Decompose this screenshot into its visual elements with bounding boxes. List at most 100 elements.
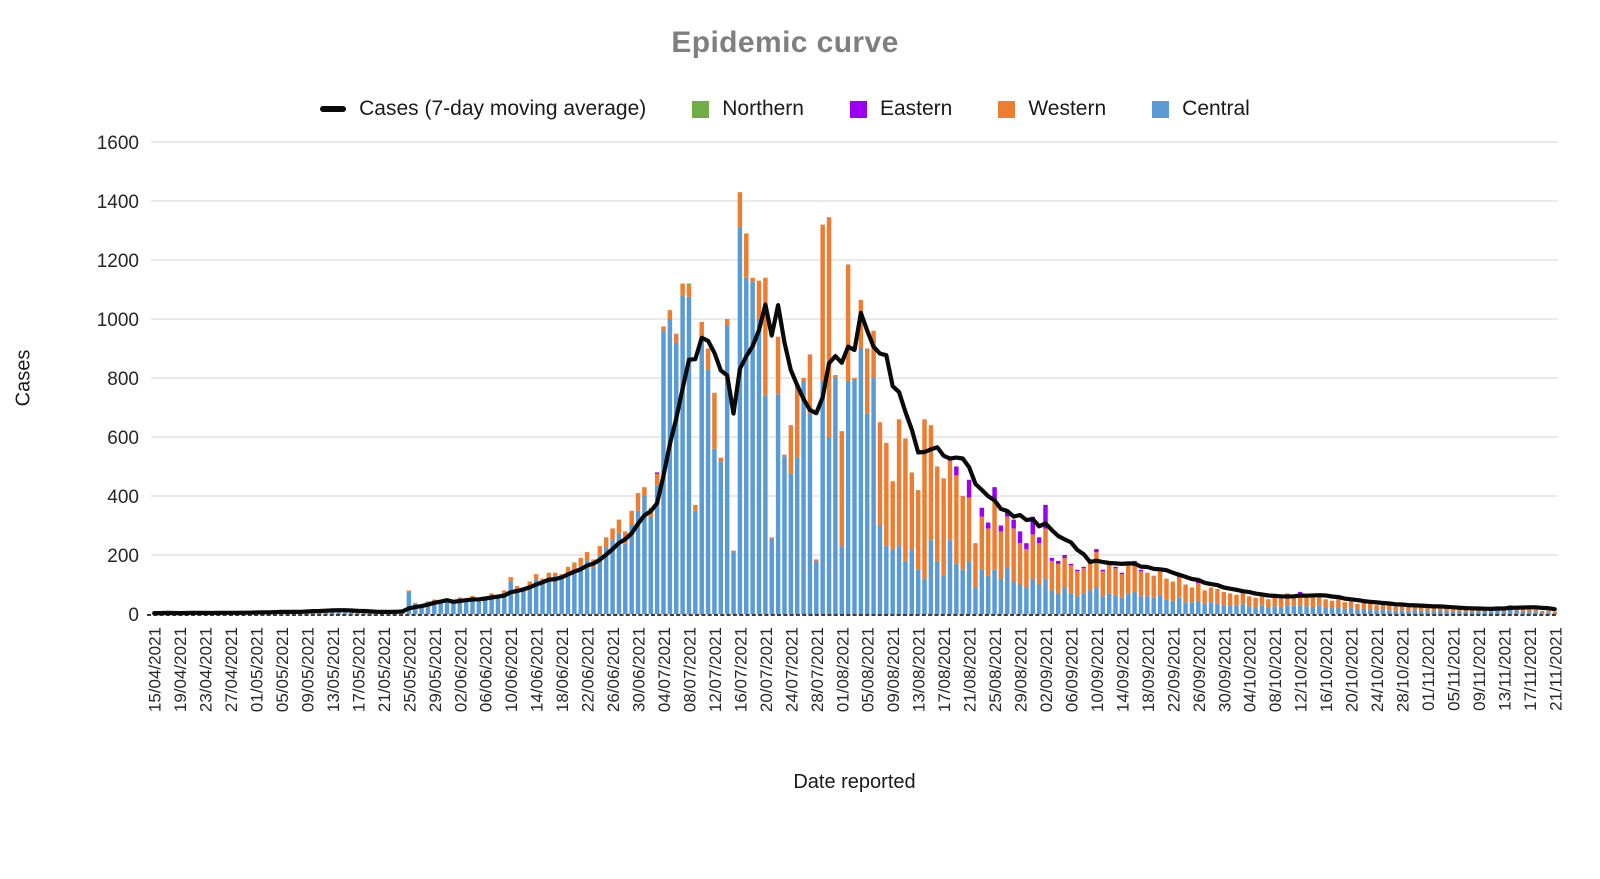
bar-central	[1336, 607, 1341, 614]
bar-central	[1170, 600, 1176, 614]
x-tick-label: 28/07/2021	[808, 627, 827, 712]
bar-western	[1011, 528, 1016, 582]
bar-western	[1005, 516, 1010, 567]
bar-western	[1100, 571, 1106, 597]
y-tick-label: 1000	[97, 310, 139, 331]
bar-central	[559, 579, 564, 614]
bar-central	[1196, 600, 1201, 614]
bar-central	[342, 611, 348, 614]
legend-item-western: Western	[998, 97, 1106, 121]
x-tick-label: 06/06/2021	[477, 627, 496, 712]
bar-western	[1546, 610, 1551, 613]
bar-central	[425, 602, 431, 614]
bar-central	[553, 575, 558, 614]
bar-central	[1412, 610, 1417, 614]
legend-swatch-eastern-icon	[849, 100, 867, 118]
bar-western	[1151, 575, 1156, 598]
bar-western	[1062, 557, 1067, 588]
x-tick-label: 01/11/2021	[1419, 627, 1438, 711]
bar-western	[1387, 605, 1392, 611]
bar-western	[661, 326, 666, 331]
bar-central	[699, 336, 704, 614]
x-tick-label: 08/07/2021	[681, 627, 700, 712]
bar-central	[935, 560, 940, 614]
bar-western	[1056, 563, 1061, 594]
bar-western	[425, 601, 431, 603]
bar-western	[998, 531, 1004, 579]
bar-western	[1425, 606, 1430, 611]
bar-central	[744, 277, 749, 614]
bar-western	[610, 528, 615, 541]
bar-western	[1374, 605, 1379, 611]
x-tick-label: 13/08/2021	[910, 627, 929, 712]
bar-western	[1030, 534, 1035, 579]
x-tick-label: 21/05/2021	[375, 627, 394, 712]
bar-western	[705, 348, 711, 370]
bar-central	[527, 585, 533, 614]
bar-western	[1240, 591, 1246, 605]
bar-central	[877, 525, 883, 614]
legend-label: Eastern	[879, 97, 953, 120]
bar-central	[1469, 611, 1475, 614]
x-tick-label: 28/10/2021	[1394, 627, 1413, 712]
bar-central	[591, 566, 596, 614]
bar-eastern	[1043, 504, 1048, 529]
bar-central	[1437, 610, 1443, 614]
bar-eastern	[954, 466, 959, 476]
bar-eastern	[966, 479, 972, 498]
bar-central	[1310, 606, 1316, 614]
x-tick-label: 21/08/2021	[961, 627, 980, 712]
bar-eastern	[654, 472, 660, 474]
bar-western	[489, 593, 494, 596]
bar-central	[1399, 610, 1405, 614]
bar-central	[1056, 593, 1061, 614]
bar-western	[1266, 599, 1271, 608]
bar-central	[1533, 611, 1538, 614]
bar-western	[890, 481, 895, 550]
bar-central	[858, 348, 864, 614]
bar-western	[553, 572, 558, 576]
bar-central	[731, 552, 736, 614]
bar-western	[1221, 591, 1226, 606]
bar-western	[941, 478, 946, 576]
x-tick-label: 23/04/2021	[197, 627, 216, 712]
x-tick-label: 30/09/2021	[1215, 627, 1234, 712]
bar-eastern	[1119, 572, 1125, 575]
bar-central	[1367, 609, 1373, 614]
bar-central	[686, 296, 692, 615]
bar-western	[985, 528, 991, 576]
bar-western	[470, 596, 475, 598]
x-tick-label: 01/05/2021	[248, 627, 267, 712]
bar-western	[1418, 606, 1424, 611]
bar-western	[1533, 609, 1538, 612]
x-tick-label: 13/11/2021	[1495, 627, 1514, 711]
bar-central	[616, 532, 622, 615]
bar-western	[1087, 560, 1093, 591]
bar-western	[744, 233, 749, 278]
bar-eastern	[1030, 516, 1035, 535]
bar-western	[1329, 600, 1335, 609]
bar-western	[642, 487, 647, 496]
x-tick-label: 04/10/2021	[1241, 627, 1260, 712]
bar-central	[1164, 599, 1169, 614]
bar-western	[1272, 596, 1277, 607]
bar-central	[724, 324, 730, 614]
bar-central	[820, 380, 825, 614]
bar-central	[680, 295, 685, 614]
bar-central	[514, 588, 520, 614]
x-tick-label: 22/06/2021	[579, 627, 598, 712]
bar-western	[1132, 562, 1137, 592]
x-tick-label: 26/09/2021	[1190, 627, 1209, 712]
bar-central	[1043, 578, 1048, 614]
x-tick-label: 20/07/2021	[757, 627, 776, 712]
bar-eastern	[1049, 557, 1055, 561]
bar-central	[712, 448, 717, 614]
bar-western	[820, 224, 825, 381]
bar-western	[1126, 565, 1131, 594]
bar-central	[1030, 578, 1035, 614]
bar-central	[1323, 607, 1328, 614]
x-tick-label: 20/10/2021	[1343, 627, 1362, 712]
bar-eastern	[1113, 566, 1118, 569]
bar-central	[1036, 584, 1042, 614]
bar-western	[769, 537, 774, 539]
